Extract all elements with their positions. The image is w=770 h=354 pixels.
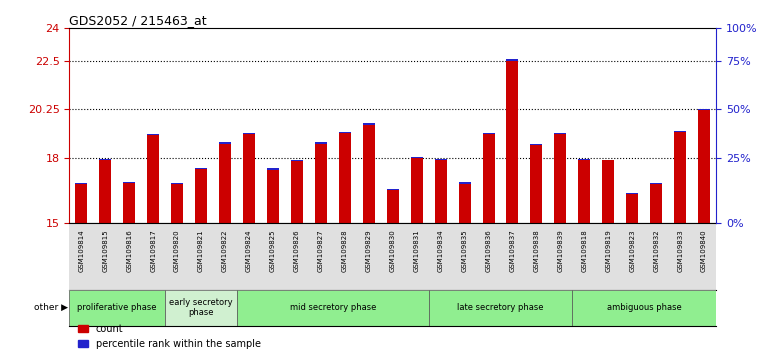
Bar bbox=[626, 194, 638, 223]
Bar bbox=[698, 109, 710, 110]
Text: GSM109816: GSM109816 bbox=[126, 229, 132, 272]
Text: GDS2052 / 215463_at: GDS2052 / 215463_at bbox=[69, 14, 207, 27]
Bar bbox=[363, 123, 375, 125]
Text: ambiguous phase: ambiguous phase bbox=[607, 303, 681, 312]
Bar bbox=[363, 125, 375, 223]
Bar bbox=[429, 290, 572, 326]
Bar bbox=[387, 189, 399, 190]
Bar bbox=[99, 159, 111, 160]
Bar bbox=[171, 184, 183, 223]
Bar bbox=[315, 144, 326, 223]
Bar bbox=[507, 61, 518, 223]
Text: early secretory
phase: early secretory phase bbox=[169, 298, 233, 317]
Bar bbox=[434, 159, 447, 160]
Bar bbox=[626, 193, 638, 194]
Text: mid secretory phase: mid secretory phase bbox=[290, 303, 376, 312]
Text: GSM109827: GSM109827 bbox=[318, 229, 324, 272]
Bar bbox=[531, 145, 542, 223]
Bar bbox=[410, 158, 423, 223]
Bar bbox=[123, 182, 136, 183]
Bar bbox=[675, 132, 686, 223]
Bar bbox=[650, 183, 662, 184]
Bar bbox=[75, 183, 87, 184]
Text: GSM109819: GSM109819 bbox=[605, 229, 611, 272]
Bar bbox=[219, 144, 231, 223]
Bar bbox=[165, 290, 237, 326]
Text: GSM109834: GSM109834 bbox=[437, 229, 444, 272]
Bar bbox=[69, 290, 165, 326]
Text: GSM109840: GSM109840 bbox=[701, 229, 707, 272]
Text: GSM109818: GSM109818 bbox=[581, 229, 588, 272]
Bar bbox=[219, 142, 231, 144]
Text: GSM109815: GSM109815 bbox=[102, 229, 109, 272]
Text: GSM109836: GSM109836 bbox=[486, 229, 491, 272]
Text: GSM109838: GSM109838 bbox=[534, 229, 540, 272]
Bar bbox=[243, 134, 255, 223]
Bar bbox=[123, 183, 136, 223]
Bar bbox=[291, 160, 303, 161]
Bar bbox=[483, 134, 494, 223]
Bar bbox=[75, 184, 87, 223]
Bar bbox=[267, 169, 279, 170]
Bar bbox=[195, 167, 207, 169]
Text: GSM109831: GSM109831 bbox=[413, 229, 420, 272]
Bar bbox=[267, 170, 279, 223]
Bar bbox=[578, 159, 591, 160]
Bar bbox=[507, 59, 518, 61]
Bar bbox=[531, 143, 542, 145]
Bar bbox=[572, 290, 716, 326]
Text: late secretory phase: late secretory phase bbox=[457, 303, 544, 312]
Text: GSM109822: GSM109822 bbox=[222, 229, 228, 272]
Bar bbox=[410, 157, 423, 158]
Bar bbox=[602, 160, 614, 223]
Text: GSM109839: GSM109839 bbox=[557, 229, 564, 272]
Bar bbox=[387, 190, 399, 223]
Text: GSM109837: GSM109837 bbox=[510, 229, 515, 272]
Bar bbox=[483, 132, 494, 134]
Text: GSM109835: GSM109835 bbox=[461, 229, 467, 272]
Bar bbox=[243, 132, 255, 134]
Bar bbox=[147, 134, 159, 135]
Text: GSM109830: GSM109830 bbox=[390, 229, 396, 272]
Text: GSM109829: GSM109829 bbox=[366, 229, 372, 272]
Bar bbox=[698, 110, 710, 223]
Text: proliferative phase: proliferative phase bbox=[78, 303, 157, 312]
Text: GSM109826: GSM109826 bbox=[294, 229, 300, 272]
Text: GSM109817: GSM109817 bbox=[150, 229, 156, 272]
Bar bbox=[291, 161, 303, 223]
Text: GSM109821: GSM109821 bbox=[198, 229, 204, 272]
Text: GSM109814: GSM109814 bbox=[79, 229, 84, 272]
Text: GSM109833: GSM109833 bbox=[677, 229, 683, 272]
Text: GSM109828: GSM109828 bbox=[342, 229, 348, 272]
Bar bbox=[315, 142, 326, 144]
Bar bbox=[195, 169, 207, 223]
Bar bbox=[339, 133, 351, 223]
Text: other ▶: other ▶ bbox=[34, 303, 68, 312]
Text: GSM109823: GSM109823 bbox=[629, 229, 635, 272]
Bar bbox=[171, 183, 183, 184]
Text: GSM109832: GSM109832 bbox=[653, 229, 659, 272]
Legend: count, percentile rank within the sample: count, percentile rank within the sample bbox=[74, 320, 264, 353]
Bar bbox=[650, 184, 662, 223]
Text: GSM109820: GSM109820 bbox=[174, 229, 180, 272]
Bar bbox=[675, 131, 686, 132]
Bar bbox=[459, 182, 470, 184]
Bar bbox=[339, 132, 351, 133]
Bar bbox=[147, 135, 159, 223]
Bar bbox=[459, 184, 470, 223]
Bar bbox=[434, 160, 447, 223]
Text: GSM109824: GSM109824 bbox=[246, 229, 252, 272]
Bar bbox=[578, 160, 591, 223]
Bar bbox=[554, 134, 567, 223]
Bar bbox=[237, 290, 429, 326]
Bar bbox=[554, 132, 567, 134]
Bar bbox=[99, 160, 111, 223]
Text: GSM109825: GSM109825 bbox=[270, 229, 276, 272]
